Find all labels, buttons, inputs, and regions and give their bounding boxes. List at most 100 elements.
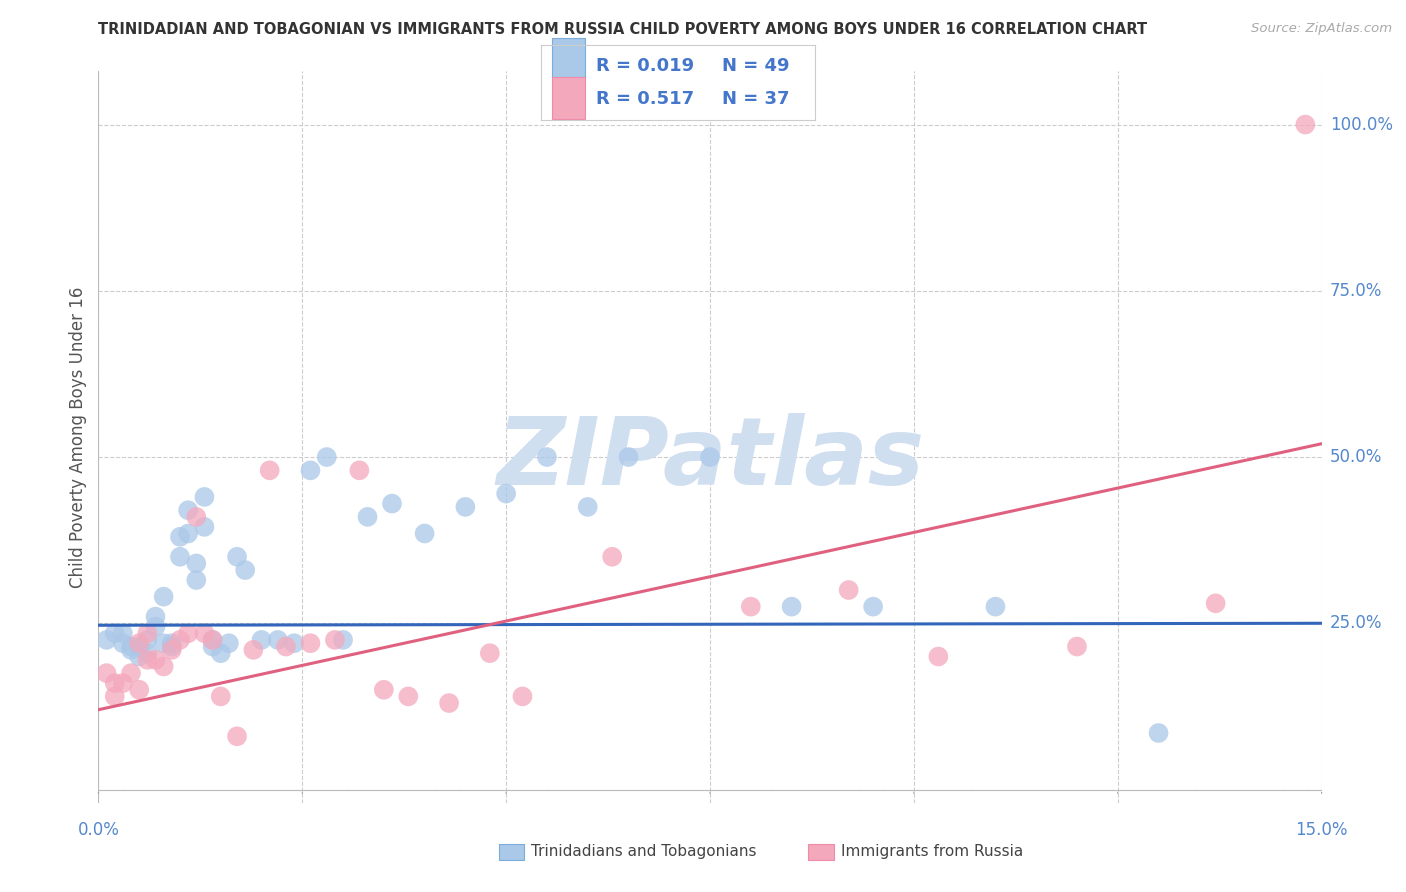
Text: 50.0%: 50.0% (1330, 448, 1382, 466)
Point (186, 573, 208, 587)
Bar (553, 37, 585, 79)
Point (128, 636, 150, 650)
Point (299, 463, 322, 477)
Point (209, 646, 232, 660)
Point (193, 520, 215, 534)
Point (349, 463, 371, 477)
Point (152, 636, 174, 650)
Point (120, 643, 142, 657)
Point (186, 557, 208, 571)
Text: R = 0.019: R = 0.019 (596, 57, 695, 75)
Point (177, 626, 200, 640)
Point (373, 682, 395, 697)
Point (299, 636, 322, 650)
Point (160, 643, 183, 657)
Point (160, 640, 183, 654)
Point (169, 632, 191, 647)
Point (128, 682, 150, 697)
Point (495, 486, 517, 500)
Point (136, 646, 159, 660)
Point (201, 632, 224, 647)
Point (96, 632, 118, 647)
Point (454, 500, 477, 514)
Point (332, 632, 354, 647)
Point (984, 599, 1007, 614)
Point (927, 649, 949, 664)
Point (413, 526, 436, 541)
Point (104, 690, 127, 704)
Point (186, 509, 208, 524)
Point (160, 636, 183, 650)
Point (169, 530, 191, 544)
Point (617, 450, 640, 464)
Point (226, 729, 249, 743)
Point (862, 599, 884, 614)
Text: 0.0%: 0.0% (77, 821, 120, 839)
Point (218, 636, 240, 650)
Point (128, 649, 150, 664)
Point (780, 599, 803, 614)
Point (274, 640, 297, 654)
Text: ZIPatlas: ZIPatlas (496, 413, 924, 505)
Point (478, 646, 501, 660)
Point (120, 666, 142, 681)
Point (145, 653, 167, 667)
Point (1205, 596, 1227, 610)
Point (356, 509, 378, 524)
Text: Immigrants from Russia: Immigrants from Russia (841, 845, 1024, 859)
Point (600, 549, 623, 564)
Point (1066, 640, 1088, 654)
Point (209, 690, 232, 704)
Point (136, 653, 159, 667)
Point (111, 676, 134, 690)
Text: Trinidadians and Tobagonians: Trinidadians and Tobagonians (531, 845, 756, 859)
Point (838, 582, 860, 597)
Point (226, 549, 249, 564)
Point (1147, 726, 1170, 740)
Text: R = 0.517: R = 0.517 (596, 90, 695, 108)
Point (242, 643, 264, 657)
Point (381, 497, 404, 511)
Text: 25.0%: 25.0% (1330, 615, 1382, 632)
Text: 100.0%: 100.0% (1330, 116, 1393, 134)
Point (536, 450, 558, 464)
Point (437, 696, 460, 710)
Point (315, 450, 337, 464)
Point (104, 676, 127, 690)
Point (177, 503, 200, 517)
Point (104, 626, 127, 640)
Point (111, 636, 134, 650)
Text: TRINIDADIAN AND TOBAGONIAN VS IMMIGRANTS FROM RUSSIA CHILD POVERTY AMONG BOYS UN: TRINIDADIAN AND TOBAGONIAN VS IMMIGRANTS… (98, 22, 1147, 37)
Point (145, 619, 167, 633)
Point (120, 640, 142, 654)
Y-axis label: Child Poverty Among Boys Under 16: Child Poverty Among Boys Under 16 (69, 286, 87, 588)
Point (193, 626, 215, 640)
Text: N = 37: N = 37 (723, 90, 790, 108)
Text: Source: ZipAtlas.com: Source: ZipAtlas.com (1251, 22, 1392, 36)
Point (512, 690, 534, 704)
Point (323, 632, 346, 647)
Point (267, 632, 290, 647)
Text: 15.0%: 15.0% (1295, 821, 1348, 839)
Point (250, 632, 273, 647)
Point (283, 636, 305, 650)
Point (233, 563, 256, 577)
Text: 75.0%: 75.0% (1330, 282, 1382, 300)
Point (259, 463, 281, 477)
Point (152, 590, 174, 604)
Point (740, 599, 762, 614)
Point (699, 450, 721, 464)
Point (177, 526, 200, 541)
Point (201, 632, 224, 647)
Point (96, 666, 118, 681)
Point (201, 640, 224, 654)
Bar (553, 78, 585, 119)
Point (1294, 118, 1316, 132)
Point (396, 690, 419, 704)
Point (152, 659, 174, 673)
Text: N = 49: N = 49 (723, 57, 790, 75)
Point (576, 500, 599, 514)
Point (193, 490, 215, 504)
Point (111, 626, 134, 640)
Point (136, 632, 159, 647)
